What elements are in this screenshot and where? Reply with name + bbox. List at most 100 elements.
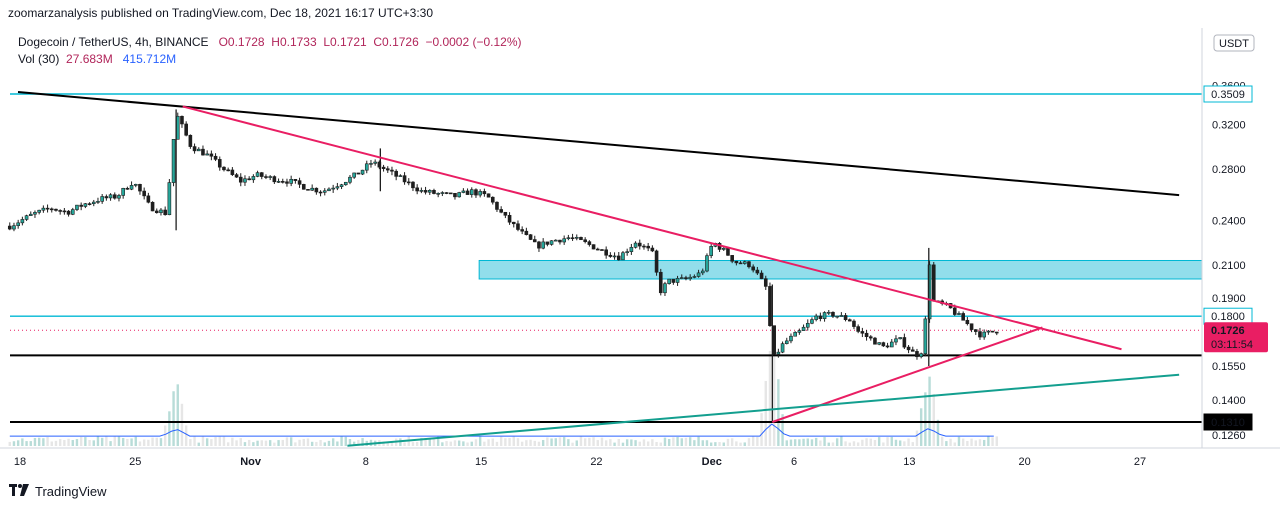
footer-brand[interactable]: TradingView bbox=[9, 484, 107, 499]
volume-bar bbox=[651, 439, 654, 446]
volume-bar bbox=[831, 442, 835, 446]
candle bbox=[448, 192, 453, 195]
candle bbox=[889, 339, 894, 348]
volume-bar bbox=[491, 438, 494, 446]
candle-body-down bbox=[301, 184, 306, 190]
volume-bar bbox=[457, 440, 461, 446]
candle-body-down bbox=[973, 329, 978, 332]
candle-body-up bbox=[75, 204, 79, 210]
volume-bar bbox=[222, 436, 226, 446]
volume-bar bbox=[898, 440, 902, 446]
candle-body-up bbox=[742, 261, 747, 264]
candle bbox=[507, 212, 512, 225]
level-price-badge[interactable]: 0.3509 bbox=[1203, 85, 1253, 103]
candle bbox=[881, 341, 886, 347]
volume-bar bbox=[600, 437, 604, 446]
volume-bar bbox=[575, 440, 578, 446]
volume-bar bbox=[155, 437, 158, 446]
candle-body-up bbox=[797, 330, 802, 333]
candle bbox=[898, 337, 902, 340]
time-tick-label: 25 bbox=[129, 456, 141, 468]
candle bbox=[201, 145, 205, 156]
candle bbox=[755, 266, 760, 276]
level-price-badge[interactable]: 0.1310 bbox=[1203, 413, 1253, 431]
volume-bar bbox=[756, 436, 759, 446]
candle-body-down bbox=[423, 190, 428, 193]
volume-bar bbox=[541, 440, 545, 446]
candle bbox=[457, 191, 461, 198]
tradingview-logo-icon bbox=[9, 484, 29, 499]
candle bbox=[759, 270, 764, 280]
candle-body-down bbox=[961, 313, 965, 321]
candle-body-down bbox=[965, 319, 970, 325]
volume-bar bbox=[793, 439, 797, 446]
time-tick-label: 20 bbox=[1019, 456, 1031, 468]
candle bbox=[906, 345, 911, 354]
candle-body-down bbox=[238, 176, 243, 183]
candle bbox=[469, 187, 474, 198]
candle bbox=[805, 319, 810, 331]
candle-body-up bbox=[28, 213, 33, 216]
last-price-badge[interactable]: 0.1726 03:11:54 bbox=[1204, 322, 1268, 353]
volume-bar bbox=[264, 440, 268, 446]
candle bbox=[885, 342, 890, 349]
volume-bar bbox=[844, 441, 847, 446]
candle bbox=[608, 252, 613, 258]
volume-bar bbox=[634, 440, 637, 446]
volume-bar bbox=[987, 436, 990, 446]
candle bbox=[180, 115, 184, 128]
candle bbox=[595, 247, 600, 251]
volume-bar bbox=[113, 436, 116, 446]
volume-bar bbox=[991, 437, 994, 446]
candle bbox=[633, 241, 638, 249]
candle-body-up bbox=[621, 252, 625, 261]
candle bbox=[415, 184, 419, 195]
currency-badge[interactable]: USDT bbox=[1213, 34, 1255, 52]
candle bbox=[369, 159, 373, 168]
candle bbox=[96, 197, 100, 204]
volume-bar bbox=[277, 440, 280, 446]
candle-body-up bbox=[276, 181, 281, 183]
volume-bar bbox=[415, 441, 419, 446]
candle bbox=[839, 312, 844, 317]
candle bbox=[818, 312, 823, 322]
trendline-pink-ascending[interactable] bbox=[771, 326, 1043, 423]
volume-bar bbox=[823, 437, 826, 446]
volume-bar bbox=[739, 442, 742, 446]
volume-bar bbox=[512, 436, 515, 446]
volume-bar bbox=[865, 438, 868, 446]
volume-bar bbox=[613, 442, 616, 446]
volume-bar bbox=[96, 436, 100, 446]
legend-symbol[interactable]: Dogecoin / TetherUS, 4h, BINANCE bbox=[18, 35, 209, 49]
trendline-pink-descending[interactable] bbox=[182, 105, 1122, 351]
trendline-teal-ascending[interactable] bbox=[347, 373, 1180, 447]
candle-body-up bbox=[364, 163, 369, 171]
volume-bar bbox=[436, 436, 440, 446]
candle-body-down bbox=[293, 178, 298, 181]
candle-body-down bbox=[583, 239, 587, 242]
volume-bar bbox=[63, 440, 66, 446]
candle bbox=[318, 190, 323, 197]
candle-body-up bbox=[625, 251, 629, 254]
countdown-label: 03:11:54 bbox=[1211, 339, 1253, 351]
last-price-label: 0.1726 bbox=[1211, 325, 1245, 337]
volume-bar bbox=[79, 436, 83, 446]
legend-change: −0.0002 (−0.12%) bbox=[425, 35, 522, 49]
legend-volume-label[interactable]: Vol (30) bbox=[18, 52, 60, 66]
candle-body-up bbox=[196, 148, 201, 152]
volume-bar bbox=[638, 441, 641, 446]
candle-body-down bbox=[495, 201, 499, 210]
candle bbox=[75, 204, 79, 212]
candle bbox=[621, 251, 625, 261]
candle-body-down bbox=[768, 286, 772, 326]
candle bbox=[826, 309, 831, 316]
candle bbox=[772, 325, 776, 355]
candle-body-up bbox=[839, 315, 844, 317]
trendline-black-descending[interactable] bbox=[17, 91, 1180, 197]
candle bbox=[562, 235, 566, 245]
candle-body-up bbox=[923, 318, 928, 355]
level-price-badge[interactable]: 0.1800 bbox=[1203, 307, 1253, 325]
volume-bar bbox=[487, 439, 490, 446]
candle-body-up bbox=[117, 195, 121, 199]
